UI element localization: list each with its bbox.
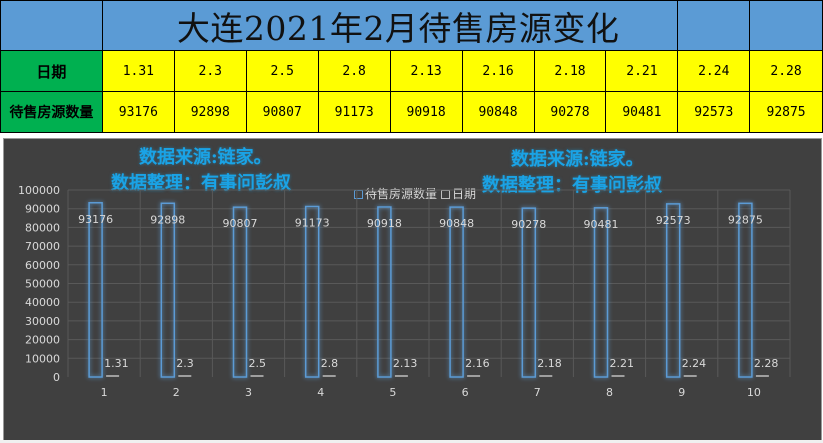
count-header[interactable]: 待售房源数量 — [0, 91, 103, 133]
bar-count[interactable] — [449, 206, 464, 378]
count-cell[interactable]: 92875 — [749, 91, 823, 133]
bar-count-label: 90481 — [584, 218, 619, 231]
bar-count[interactable] — [232, 206, 248, 378]
x-tick-label: 3 — [245, 386, 252, 399]
y-tick-label: 100000 — [18, 184, 60, 197]
x-tick-label: 1 — [101, 386, 108, 399]
bar-date-label: 2.28 — [754, 357, 779, 370]
bar-date-label: 2.16 — [465, 357, 490, 370]
bar-count-label: 90848 — [439, 217, 474, 230]
bar-date-label: 2.5 — [249, 357, 267, 370]
y-tick-label: 0 — [53, 371, 60, 384]
x-tick-label: 8 — [606, 386, 613, 399]
bar-count-label: 91173 — [295, 217, 330, 230]
x-tick-label: 7 — [534, 386, 541, 399]
count-cell[interactable]: 91173 — [317, 91, 391, 133]
bar-date-label: 2.24 — [682, 357, 707, 370]
bar-count-label: 92573 — [656, 214, 691, 227]
x-tick-label: 10 — [747, 386, 761, 399]
x-tick-label: 4 — [317, 386, 324, 399]
bar-count[interactable] — [377, 206, 392, 378]
title-blank-cell[interactable] — [677, 0, 751, 51]
count-cell[interactable]: 90918 — [389, 91, 463, 133]
count-cell[interactable]: 90481 — [605, 91, 679, 133]
editor-annotation-2[interactable]: 数据整理：有事问彭叔 — [482, 175, 662, 196]
count-cell[interactable]: 90848 — [461, 91, 535, 133]
x-tick-label: 5 — [389, 386, 396, 399]
y-tick-label: 70000 — [25, 240, 60, 253]
bar-count[interactable] — [304, 205, 320, 378]
bar-date-label: 1.31 — [104, 357, 129, 370]
count-cell[interactable]: 90807 — [245, 91, 319, 133]
date-cell[interactable]: 2.3 — [173, 50, 247, 92]
count-cell[interactable]: 92573 — [677, 91, 751, 133]
date-cell[interactable]: 2.8 — [317, 50, 391, 92]
source-annotation[interactable]: 数据来源:链家。 — [139, 147, 272, 168]
bar-date-label: 2.18 — [537, 357, 562, 370]
bar-chart[interactable]: 数据来源:链家。 数据整理：有事问彭叔 数据来源:链家。 数据整理：有事问彭叔 … — [3, 138, 822, 442]
data-table: 大连2021年2月待售房源变化 日期 1.31 2.3 2.5 2.8 2.13 2.16… — [0, 0, 823, 133]
bar-count-label: 93176 — [78, 213, 113, 226]
y-tick-label: 30000 — [25, 315, 60, 328]
x-tick-label: 6 — [462, 386, 469, 399]
editor-annotation[interactable]: 数据整理：有事问彭叔 — [111, 173, 291, 194]
date-cell[interactable]: 2.28 — [749, 50, 823, 92]
bar-count[interactable] — [160, 202, 176, 378]
spreadsheet: 大连2021年2月待售房源变化 日期 1.31 2.3 2.5 2.8 2.13 2.16… — [0, 0, 823, 133]
date-header[interactable]: 日期 — [0, 50, 103, 92]
sheet-title[interactable]: 大连2021年2月待售房源变化 — [101, 0, 679, 51]
bar-count[interactable] — [88, 202, 103, 378]
count-cell[interactable]: 92898 — [173, 91, 247, 133]
count-cell[interactable]: 90278 — [533, 91, 607, 133]
bar-count[interactable] — [665, 203, 681, 378]
date-cell[interactable]: 2.21 — [605, 50, 679, 92]
y-tick-label: 60000 — [25, 259, 60, 272]
sheet-bottom-edge — [0, 440, 823, 443]
y-tick-label: 80000 — [25, 221, 60, 234]
plot-area: 0 10000 20000 30000 40000 50000 60000 70000 8000… — [18, 184, 791, 399]
bar-count[interactable] — [521, 207, 537, 378]
y-tick-label: 50000 — [25, 278, 60, 291]
date-cell[interactable]: 2.16 — [461, 50, 535, 92]
date-cell[interactable]: 2.24 — [677, 50, 751, 92]
count-cell[interactable]: 93176 — [101, 91, 175, 133]
title-blank-cell[interactable] — [749, 0, 823, 51]
bar-date-label: 2.8 — [321, 357, 339, 370]
y-tick-label: 40000 — [25, 296, 60, 309]
y-tick-label: 10000 — [25, 352, 60, 365]
date-cell[interactable]: 2.13 — [389, 50, 463, 92]
bar-count-label: 92898 — [150, 213, 185, 226]
x-tick-label: 2 — [173, 386, 180, 399]
bar-count-label: 90918 — [367, 217, 402, 230]
bar-count-label: 90807 — [223, 217, 258, 230]
bar-date-label: 2.21 — [610, 357, 635, 370]
y-tick-label: 20000 — [25, 334, 60, 347]
date-cell[interactable]: 2.18 — [533, 50, 607, 92]
y-tick-label: 90000 — [25, 203, 60, 216]
date-cell[interactable]: 2.5 — [245, 50, 319, 92]
bar-date-label: 2.3 — [176, 357, 194, 370]
bar-count-label: 90278 — [511, 218, 546, 231]
bar-count[interactable] — [593, 207, 609, 378]
bar-count[interactable] — [738, 202, 753, 378]
date-cell[interactable]: 1.31 — [101, 50, 175, 92]
bar-count-label: 92875 — [728, 213, 763, 226]
title-blank-cell[interactable] — [0, 0, 103, 51]
x-tick-label: 9 — [678, 386, 685, 399]
bar-date-label: 2.13 — [393, 357, 418, 370]
source-annotation-2[interactable]: 数据来源:链家。 — [511, 149, 644, 170]
